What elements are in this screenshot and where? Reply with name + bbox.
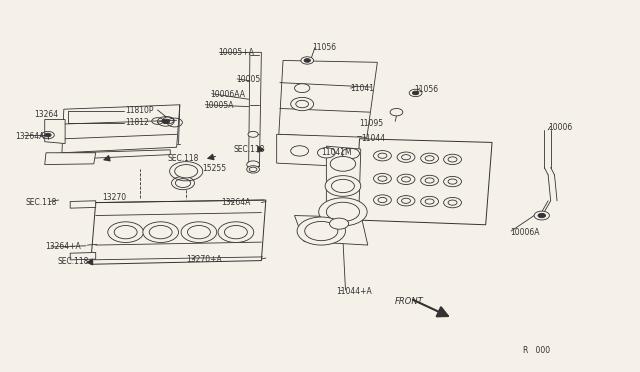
Polygon shape [248,52,261,167]
Circle shape [397,152,415,162]
Circle shape [325,176,361,196]
Polygon shape [355,139,492,225]
Text: 11812: 11812 [125,118,149,127]
Text: 13270+A: 13270+A [186,254,222,264]
Text: 11095: 11095 [360,119,383,128]
Circle shape [444,176,461,187]
Text: R   000: R 000 [523,346,550,355]
Circle shape [409,89,422,97]
Circle shape [420,196,438,207]
Circle shape [397,174,415,185]
Polygon shape [70,201,96,208]
Circle shape [538,213,545,218]
Circle shape [304,59,310,62]
Polygon shape [294,215,368,245]
Text: 11056: 11056 [312,43,337,52]
Circle shape [143,222,179,243]
Text: 13264A: 13264A [15,132,45,141]
Text: 10006AA: 10006AA [211,90,245,99]
Circle shape [291,146,308,156]
Circle shape [181,222,217,243]
Polygon shape [45,153,96,164]
Text: 15255: 15255 [202,164,226,173]
Text: 13270: 13270 [102,193,126,202]
Circle shape [534,211,549,220]
Text: 10005+A: 10005+A [218,48,254,57]
Circle shape [248,131,258,137]
Text: SEC.118: SEC.118 [58,257,89,266]
Circle shape [374,151,392,161]
Polygon shape [91,200,266,264]
Circle shape [172,176,195,190]
Text: 13264: 13264 [35,109,59,119]
Circle shape [301,57,314,64]
Circle shape [390,109,403,116]
Text: 11041: 11041 [351,84,374,93]
Circle shape [218,222,253,243]
Circle shape [412,91,419,95]
Polygon shape [278,61,378,145]
Circle shape [330,218,349,229]
Polygon shape [49,150,170,160]
Circle shape [342,148,360,159]
Text: FRONT: FRONT [395,297,424,306]
Circle shape [246,166,259,173]
Circle shape [162,119,170,124]
Text: 10005: 10005 [236,75,260,84]
Circle shape [444,198,461,208]
Text: 11044+A: 11044+A [336,287,372,296]
Text: 13264+A: 13264+A [45,243,81,251]
Text: 11044: 11044 [362,134,385,142]
Text: 11041M: 11041M [321,148,352,157]
Text: 10006: 10006 [548,123,572,132]
Circle shape [374,173,392,184]
Circle shape [374,195,392,205]
Circle shape [175,164,198,178]
Text: 11810P: 11810P [125,106,154,115]
Circle shape [291,97,314,111]
Text: SEC.118: SEC.118 [167,154,198,163]
Circle shape [45,133,51,137]
Text: 13264A: 13264A [221,198,251,207]
Circle shape [444,154,461,164]
Text: 10006A: 10006A [510,228,540,237]
Text: SEC.118: SEC.118 [234,145,266,154]
Circle shape [294,84,310,93]
Polygon shape [62,105,180,153]
Circle shape [420,175,438,186]
Circle shape [397,196,415,206]
Polygon shape [326,146,361,232]
Circle shape [420,153,438,163]
Circle shape [108,222,143,243]
Polygon shape [276,134,366,167]
Text: 10005A: 10005A [204,101,234,110]
Polygon shape [45,119,65,144]
Circle shape [330,157,356,171]
Circle shape [317,148,335,158]
Circle shape [319,198,367,226]
Text: 11056: 11056 [414,85,438,94]
Text: SEC.118: SEC.118 [26,198,57,207]
Circle shape [297,217,346,245]
Circle shape [246,161,259,168]
Polygon shape [70,253,96,260]
